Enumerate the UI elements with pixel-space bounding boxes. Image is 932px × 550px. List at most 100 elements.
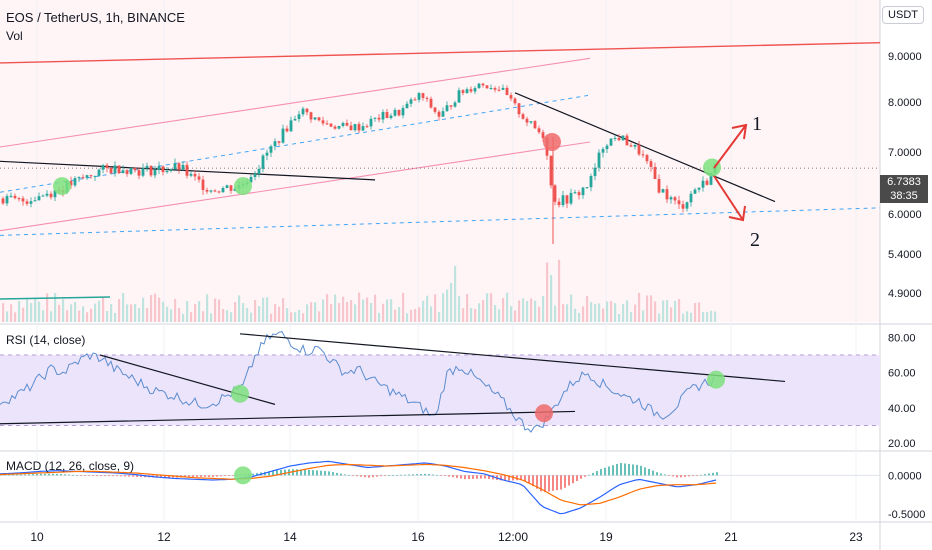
volume-bar (674, 300, 677, 322)
volume-bar (538, 306, 541, 322)
candle-body (341, 122, 345, 126)
macd-histogram-bar (384, 475, 386, 476)
volume-bar (46, 293, 49, 322)
volume-bar (574, 308, 577, 322)
macd-histogram-bar (588, 474, 590, 476)
volume-bar (42, 310, 45, 322)
price-axis-label: 7.0000 (888, 147, 922, 159)
candle-body (473, 88, 477, 92)
candle-body (317, 117, 321, 121)
candle-body (433, 107, 437, 112)
volume-bar (230, 312, 233, 322)
volume-bar (686, 311, 689, 322)
volume-bar (694, 303, 697, 322)
rsi-signal-marker-red (535, 404, 553, 423)
volume-bar (502, 298, 505, 322)
candle-body (129, 167, 133, 174)
candle-body (617, 137, 621, 141)
candle-body (337, 125, 341, 129)
candle-body (589, 176, 593, 188)
volume-bar (126, 304, 129, 322)
volume-bar (238, 295, 241, 322)
macd-histogram-bar (348, 475, 350, 476)
volume-bar (298, 309, 301, 322)
candle-body (705, 180, 709, 185)
candle-body (489, 88, 493, 90)
macd-histogram-bar (596, 470, 598, 476)
candle-body (145, 165, 149, 169)
candle-body (357, 124, 361, 131)
macd-histogram-bar (116, 475, 118, 477)
volume-bar (630, 312, 633, 322)
volume-bar (622, 303, 625, 322)
macd-histogram-bar (36, 473, 38, 476)
volume-bar (138, 308, 141, 322)
candle-body (449, 105, 453, 107)
candle-body (437, 111, 441, 117)
candle-body (205, 189, 209, 192)
macd-histogram-bar (232, 475, 234, 476)
macd-histogram-bar (564, 475, 566, 488)
volume-bar (62, 299, 65, 322)
candle-body (5, 196, 9, 204)
rsi-axis-label: 20.00 (888, 438, 916, 450)
macd-histogram-bar (364, 475, 366, 478)
macd-histogram-bar (456, 475, 458, 478)
time-axis-label: 23 (849, 530, 863, 544)
candle-body (273, 141, 277, 147)
macd-histogram-bar (396, 474, 398, 476)
candle-body (333, 126, 337, 129)
macd-histogram-bar (164, 475, 166, 478)
macd-histogram-bar (344, 474, 346, 476)
volume-bar (346, 302, 349, 322)
volume-bar (414, 308, 417, 322)
candle-body (537, 128, 541, 133)
macd-histogram-bar (680, 475, 682, 478)
candle-body (701, 180, 705, 188)
macd-histogram-bar (664, 474, 666, 476)
macd-histogram-bar (640, 465, 642, 476)
candle-body (517, 103, 521, 115)
candle-body (541, 132, 545, 139)
candle-body (121, 170, 125, 174)
macd-signal-line (0, 463, 717, 506)
currency-button[interactable]: USDT (882, 6, 924, 24)
macd-histogram-bar (500, 475, 502, 481)
candle-body (413, 99, 417, 101)
volume-bar (142, 297, 145, 322)
macd-histogram-bar (568, 475, 570, 486)
macd-histogram-bar (28, 474, 30, 476)
candle-body (201, 179, 205, 190)
volume-bar (226, 310, 229, 322)
volume-bar (494, 304, 497, 322)
volume-bar (18, 301, 21, 322)
macd-histogram-bar (612, 465, 614, 476)
volume-bar (590, 302, 593, 322)
macd-histogram-bar (556, 475, 558, 491)
macd-histogram-bar (24, 474, 26, 476)
candle-body (9, 195, 13, 197)
candle-body (521, 114, 525, 119)
candle-body (253, 174, 257, 177)
macd-histogram-bar (68, 474, 70, 476)
candle-body (77, 177, 81, 179)
price-axis-label: 4.9000 (888, 288, 922, 300)
macd-histogram-bar (220, 475, 222, 477)
candle-body (165, 170, 169, 173)
volume-bar (14, 312, 17, 322)
macd-histogram-bar (432, 474, 434, 476)
macd-histogram-bar (508, 475, 510, 481)
volume-bar (566, 304, 569, 322)
candle-body (157, 166, 161, 170)
macd-histogram-bar (276, 470, 278, 476)
candle-body (257, 168, 261, 175)
candle-body (621, 135, 625, 141)
macd-histogram-bar (108, 475, 110, 477)
volume-bar (290, 312, 293, 322)
candle-body (49, 193, 53, 198)
candle-body (189, 173, 193, 176)
candle-body (173, 163, 177, 170)
time-axis-label: 21 (724, 530, 738, 544)
candle-body (525, 118, 529, 123)
